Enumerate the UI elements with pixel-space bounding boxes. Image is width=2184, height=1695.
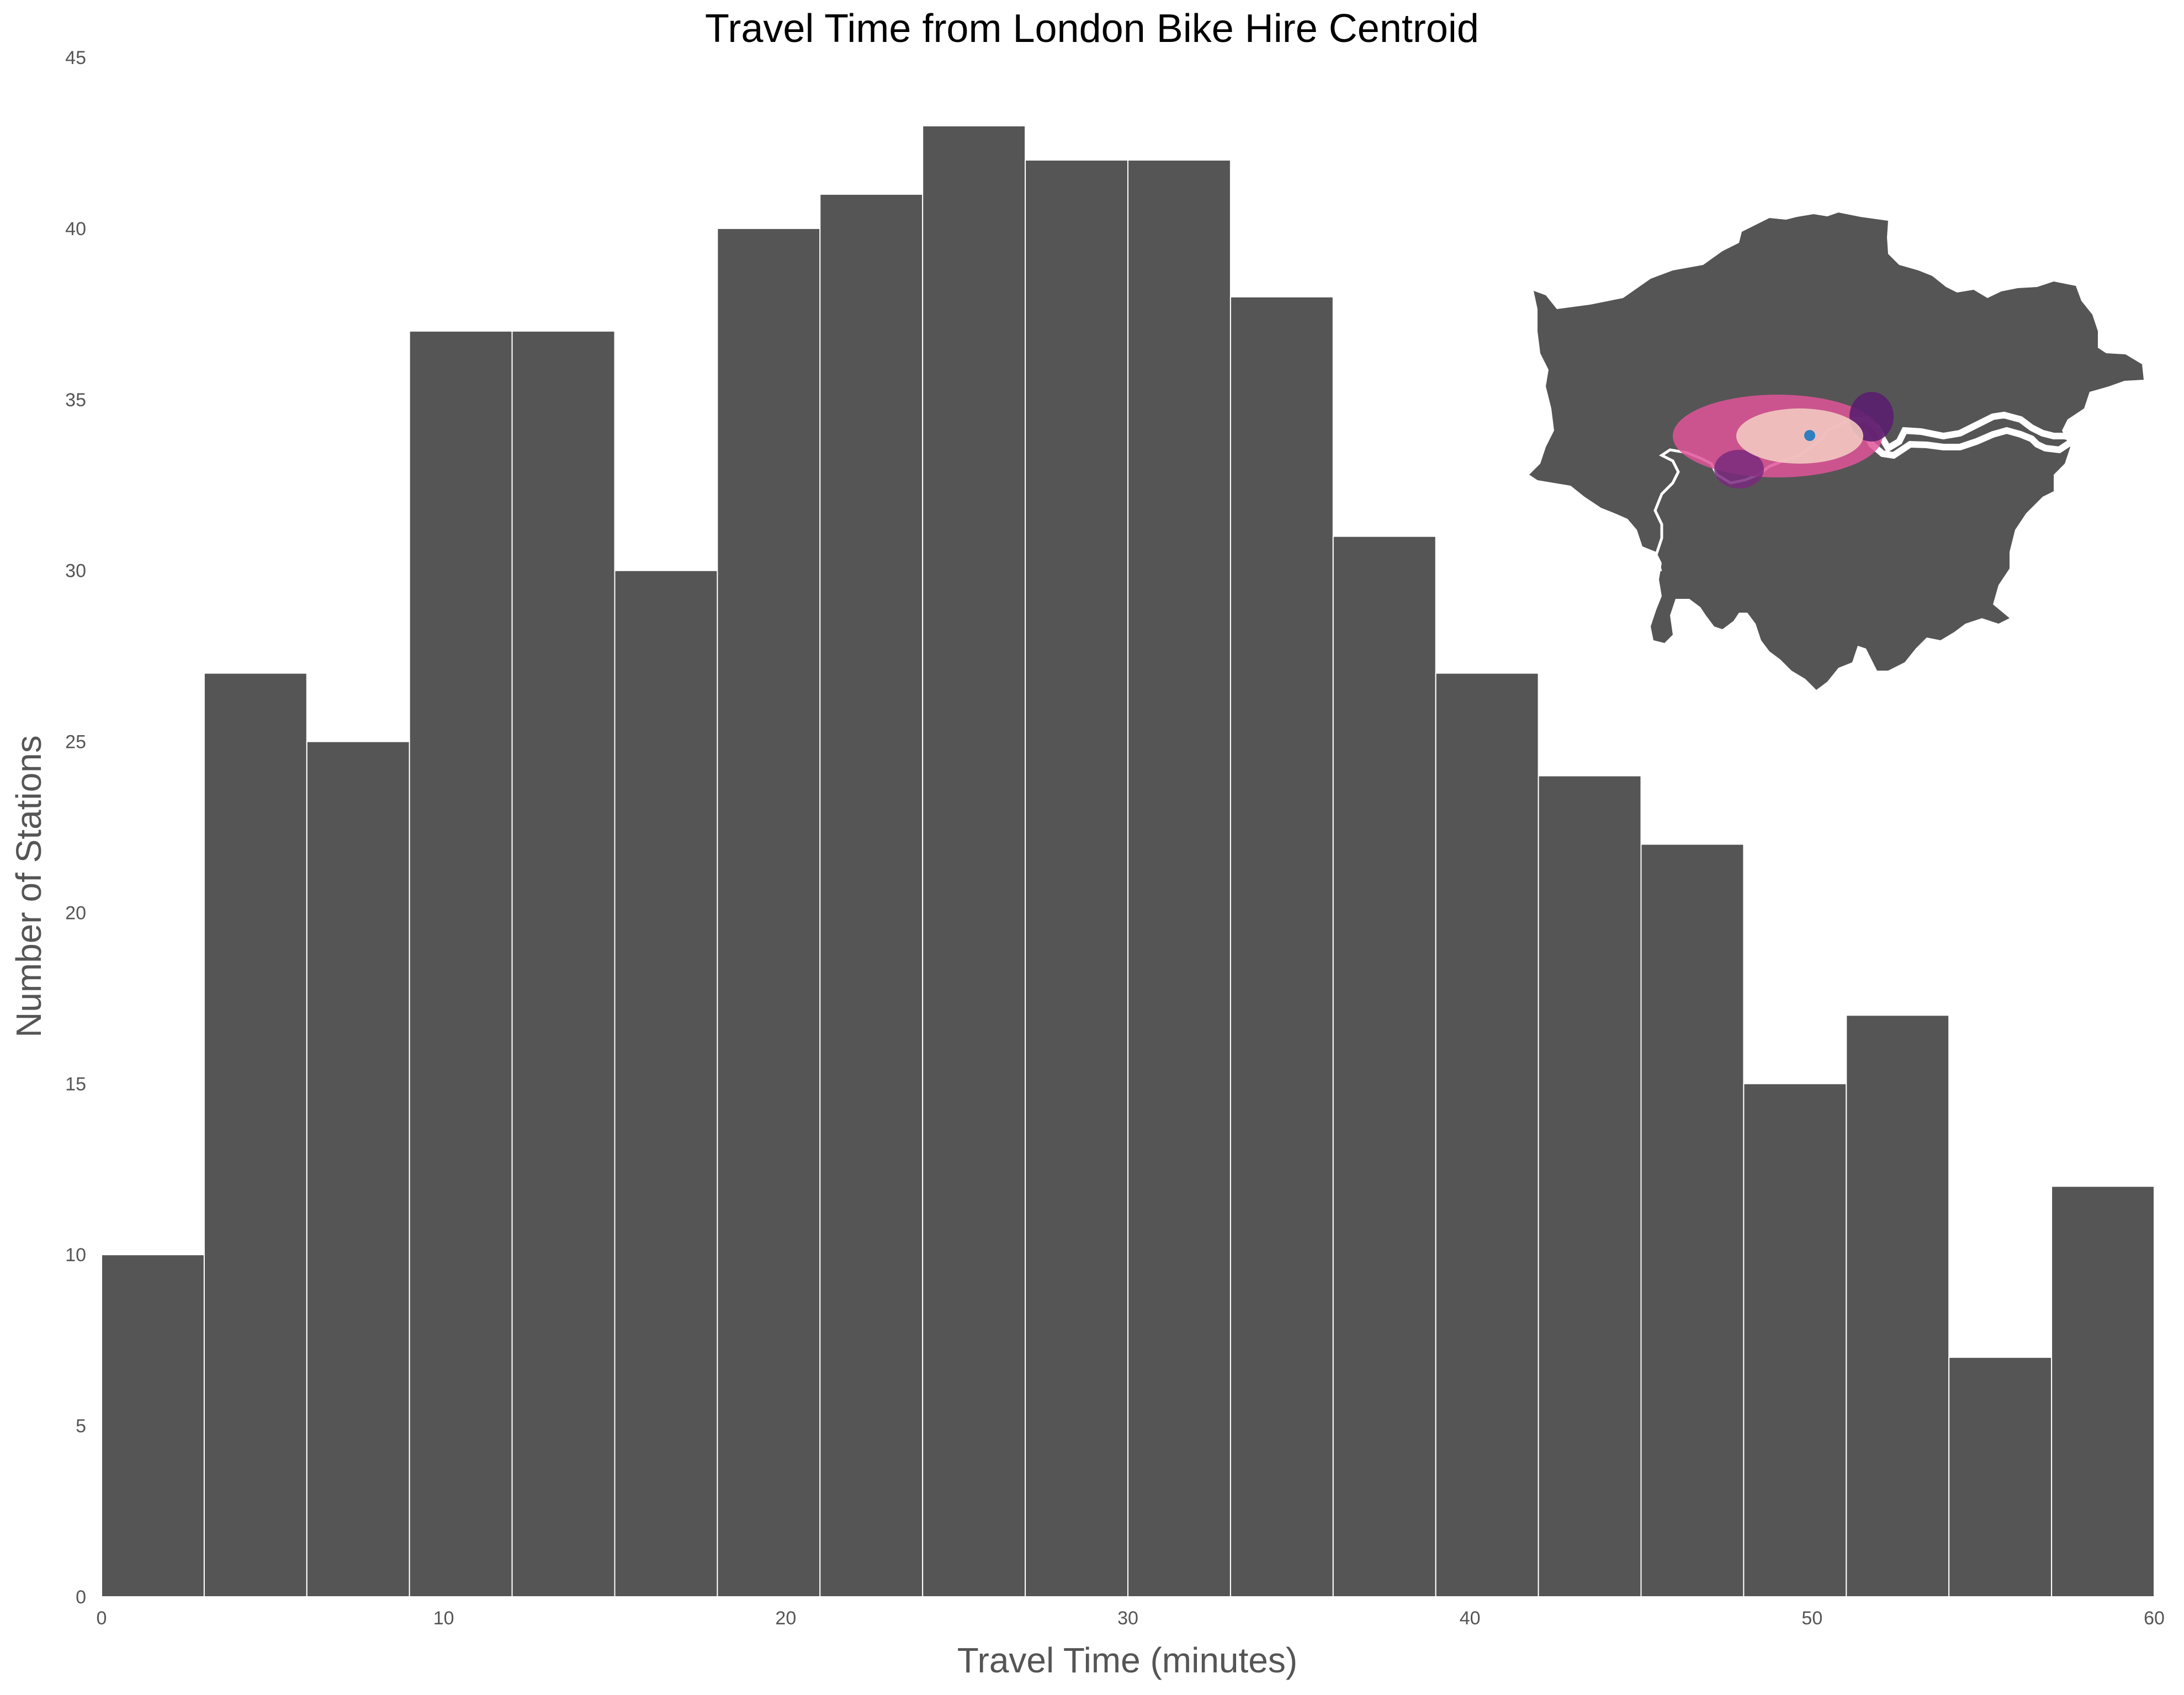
histogram-bar (1743, 1083, 1847, 1598)
y-tick-label: 35 (65, 390, 86, 411)
x-tick-label: 30 (1117, 1608, 1138, 1629)
y-tick-label: 15 (65, 1074, 86, 1094)
chart-title: Travel Time from London Bike Hire Centro… (705, 7, 1479, 51)
histogram-bar (1640, 843, 1745, 1597)
y-tick-label: 5 (76, 1416, 86, 1437)
histogram-bar (1332, 535, 1436, 1598)
x-tick-label: 50 (1801, 1608, 1822, 1629)
histogram-bar (306, 741, 410, 1597)
histogram-bar (1846, 1014, 1950, 1597)
y-tick-label: 30 (65, 561, 86, 582)
histogram-bar (1538, 775, 1642, 1597)
y-tick-label: 25 (65, 732, 86, 753)
histogram-bar (2051, 1186, 2155, 1597)
histogram-bar (1435, 672, 1539, 1597)
y-tick-label: 10 (65, 1245, 86, 1266)
bars-group (101, 125, 2155, 1598)
y-tick-label: 20 (65, 902, 86, 923)
x-axis-title: Travel Time (minutes) (957, 1640, 1297, 1680)
histogram-bar (819, 193, 924, 1597)
histogram-bar (203, 672, 308, 1597)
histogram-bar (1229, 296, 1334, 1597)
y-tick-label: 40 (65, 219, 86, 240)
histogram-bar (1948, 1357, 2053, 1597)
y-axis-title: Number of Stations (9, 735, 49, 1038)
histogram-bar (511, 330, 616, 1597)
stations-density-near (1736, 408, 1863, 464)
x-tick-label: 0 (97, 1608, 107, 1629)
histogram-bar (1127, 159, 1231, 1597)
histogram-bar (101, 1254, 205, 1597)
y-tick-label: 45 (65, 47, 86, 68)
river-thames-east (1849, 411, 2084, 459)
x-tick-labels: 0 10 20 30 40 50 60 (97, 1608, 2165, 1629)
histogram-bar (409, 330, 513, 1597)
histogram-bar (717, 227, 821, 1597)
centroid-marker (1804, 430, 1815, 441)
x-tick-label: 60 (2144, 1608, 2165, 1629)
x-tick-label: 40 (1460, 1608, 1481, 1629)
histogram-bar (614, 570, 718, 1597)
y-tick-labels: 0 5 10 15 20 25 30 35 40 45 (65, 47, 86, 1608)
inset-london-map (1529, 212, 2144, 690)
histogram-bar (1025, 159, 1128, 1597)
x-tick-label: 20 (775, 1608, 796, 1629)
stations-density-far-west (1714, 450, 1764, 488)
x-tick-label: 10 (433, 1608, 454, 1629)
y-tick-label: 0 (76, 1587, 86, 1608)
histogram-bar (922, 125, 1026, 1597)
